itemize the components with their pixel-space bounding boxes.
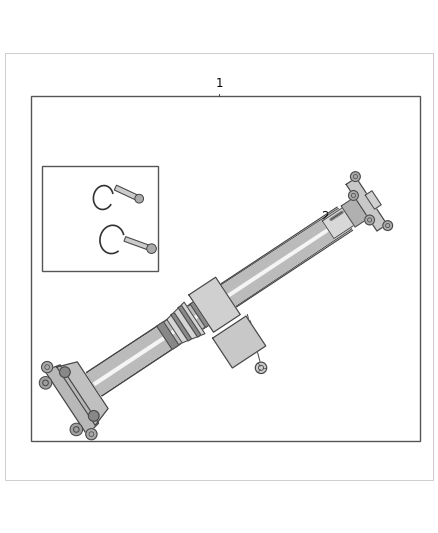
Bar xyxy=(31,96,420,441)
Circle shape xyxy=(350,172,360,182)
Polygon shape xyxy=(87,208,352,396)
Circle shape xyxy=(255,362,267,374)
Polygon shape xyxy=(189,277,240,332)
Polygon shape xyxy=(171,313,191,341)
Polygon shape xyxy=(167,302,205,343)
Polygon shape xyxy=(87,208,352,396)
Polygon shape xyxy=(57,362,108,425)
Circle shape xyxy=(147,244,156,254)
Text: 1: 1 xyxy=(215,77,223,90)
Polygon shape xyxy=(45,365,99,435)
Circle shape xyxy=(349,191,358,200)
Polygon shape xyxy=(89,211,350,392)
Text: 4: 4 xyxy=(108,175,116,188)
Circle shape xyxy=(86,429,97,440)
Polygon shape xyxy=(322,201,364,238)
Circle shape xyxy=(88,410,99,421)
Circle shape xyxy=(39,376,52,389)
Circle shape xyxy=(70,423,83,436)
Polygon shape xyxy=(88,209,351,394)
Text: 3: 3 xyxy=(244,319,251,332)
Bar xyxy=(42,166,158,271)
Polygon shape xyxy=(124,237,152,251)
Polygon shape xyxy=(365,191,381,209)
Circle shape xyxy=(135,195,144,203)
Polygon shape xyxy=(212,316,266,368)
Polygon shape xyxy=(87,208,352,396)
Circle shape xyxy=(383,221,392,230)
Polygon shape xyxy=(94,217,346,385)
Circle shape xyxy=(42,361,53,373)
Circle shape xyxy=(60,367,70,377)
Polygon shape xyxy=(87,208,352,396)
Polygon shape xyxy=(346,178,387,231)
Circle shape xyxy=(365,215,374,225)
Polygon shape xyxy=(157,322,179,350)
Polygon shape xyxy=(190,300,212,327)
Polygon shape xyxy=(178,305,201,337)
Text: 2: 2 xyxy=(321,210,329,223)
Polygon shape xyxy=(114,185,140,201)
Polygon shape xyxy=(341,197,368,227)
Polygon shape xyxy=(92,216,346,387)
